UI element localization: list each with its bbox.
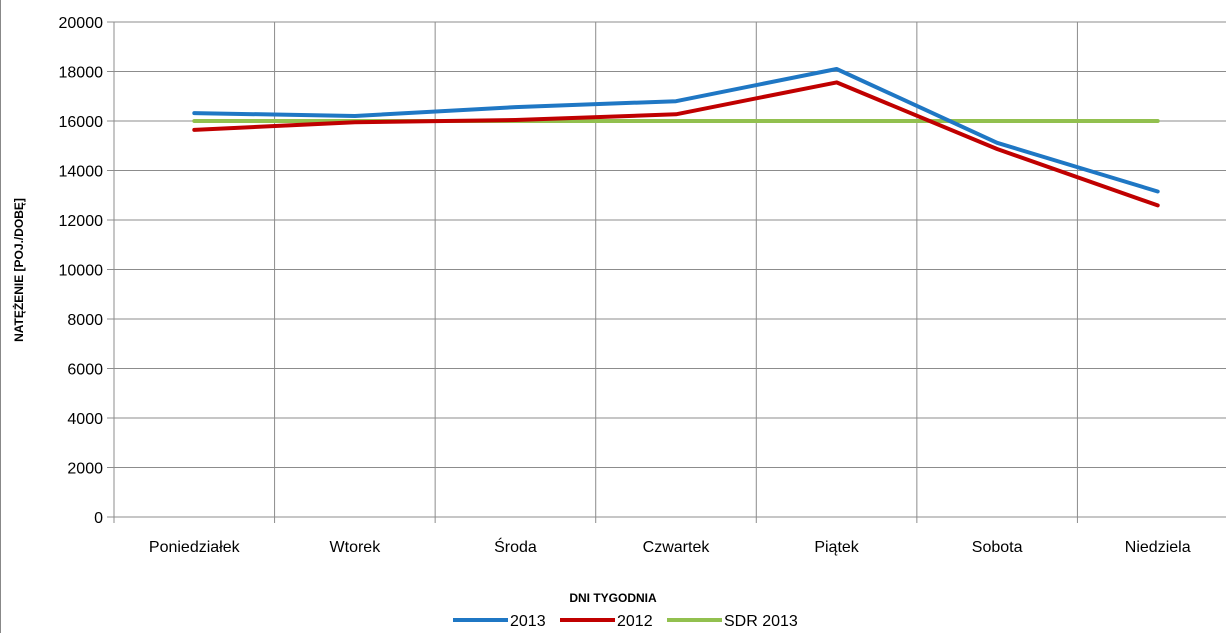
y-tick-label: 0 <box>94 510 103 527</box>
grid-lines <box>114 21 1226 518</box>
x-axis-title: DNI TYGODNIA <box>569 591 657 605</box>
x-tick-label: Niedziela <box>1125 539 1191 556</box>
x-axis-ticks: Poniedziałek Wtorek Środa Czwartek Piątek Sob… <box>113 517 1191 556</box>
x-tick-label: Czwartek <box>643 539 711 556</box>
x-tick-label: Środa <box>494 537 537 556</box>
y-tick-label: 16000 <box>59 114 104 131</box>
x-tick-label: Wtorek <box>330 539 382 556</box>
y-axis-ticks: 0 2000 4000 6000 8000 10000 12000 14000 16000 180… <box>59 15 114 527</box>
y-tick-label: 18000 <box>59 65 104 82</box>
y-tick-label: 14000 <box>59 164 104 181</box>
y-tick-label: 4000 <box>67 411 103 428</box>
legend-label: SDR 2013 <box>724 613 798 630</box>
y-tick-label: 20000 <box>59 15 104 32</box>
y-tick-label: 8000 <box>67 312 103 329</box>
y-tick-label: 12000 <box>59 213 104 230</box>
y-axis-title: NATĘŻENIE [POJ./DOBĘ] <box>11 198 26 342</box>
y-tick-label: 2000 <box>67 461 103 478</box>
x-tick-label: Sobota <box>972 539 1023 556</box>
series-lines <box>192 67 1160 208</box>
y-tick-label: 10000 <box>59 263 104 280</box>
legend-label: 2013 <box>510 613 546 630</box>
x-tick-label: Poniedziałek <box>149 539 241 556</box>
x-tick-label: Piątek <box>814 539 859 556</box>
series-line-2013 <box>192 67 1160 194</box>
legend-label: 2012 <box>617 613 653 630</box>
y-tick-label: 6000 <box>67 362 103 379</box>
series-line-2012 <box>192 80 1160 208</box>
legend: 2013 2012 SDR 2013 <box>453 613 798 630</box>
